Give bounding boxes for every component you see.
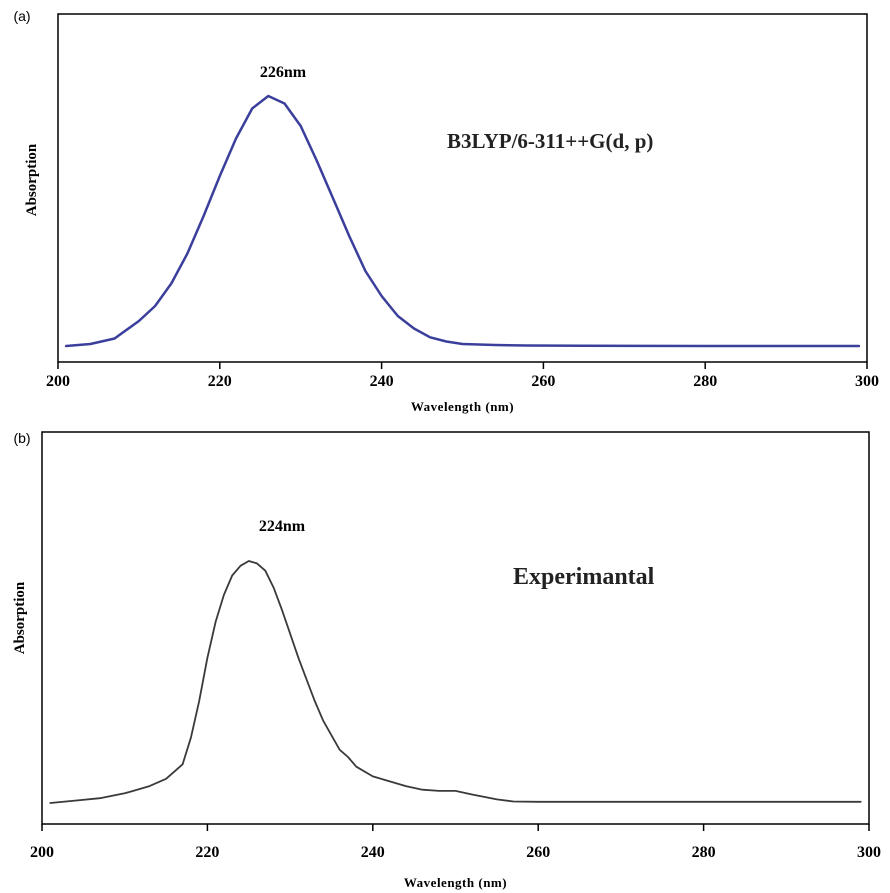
x-tick-label: 240 [370, 373, 394, 390]
method-label: B3LYP/6-311++G(d, p) [447, 129, 653, 153]
plot-frame [57, 13, 868, 363]
x-tick-label: 240 [361, 844, 385, 861]
x-tick-label: 220 [195, 844, 219, 861]
x-tick-label: 300 [855, 373, 879, 390]
x-tick-label: 220 [208, 373, 232, 390]
y-axis-title: Absorption [12, 581, 28, 654]
method-label: Experimantal [513, 564, 655, 590]
series-line [64, 94, 861, 348]
x-tick-label: 280 [692, 844, 716, 861]
peak-label: 226nm [260, 64, 307, 81]
x-axis-title: Wavelength (nm) [411, 399, 514, 414]
x-tick-label: 260 [531, 373, 555, 390]
panel-label: (b) [13, 430, 30, 446]
peak-label: 224nm [259, 518, 306, 535]
chart-panel-a: (a) 200 220 240 260 280 300 Wavelength (nm) Abso… [13, 8, 879, 414]
chart-panel-b: (b) 200 220 240 260 280 300 Wavelength (nm) Abso… [12, 430, 881, 890]
series-line [49, 560, 862, 804]
x-tick-label: 200 [30, 844, 54, 861]
x-tick-label: 300 [857, 844, 881, 861]
x-tick-label: 200 [46, 373, 70, 390]
y-axis-title: Absorption [24, 143, 40, 216]
x-tick-label: 260 [526, 844, 550, 861]
plot-frame [41, 431, 870, 825]
panel-label: (a) [13, 8, 30, 24]
x-axis-title: Wavelength (nm) [404, 875, 507, 890]
x-tick-label: 280 [693, 373, 717, 390]
